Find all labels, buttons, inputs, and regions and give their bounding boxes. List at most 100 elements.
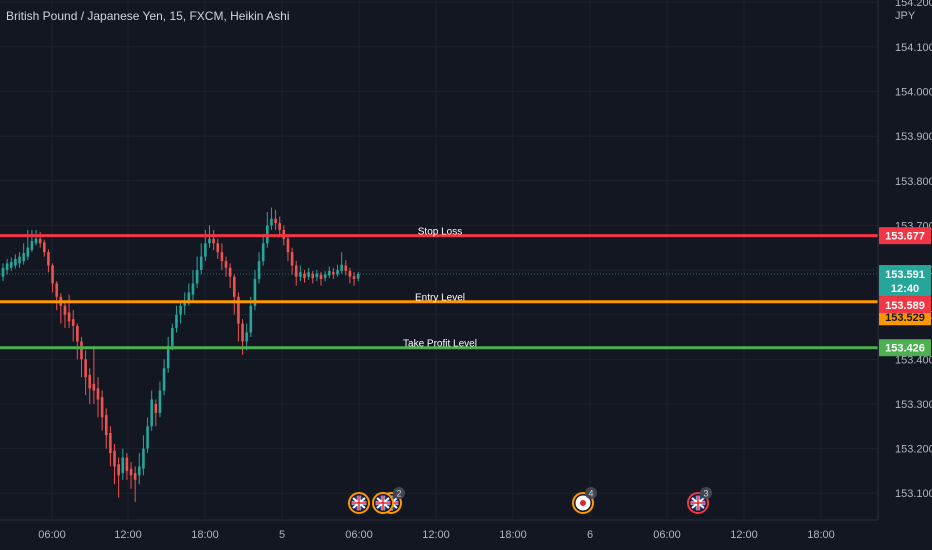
candle-body — [323, 274, 327, 279]
candle-body — [5, 263, 9, 271]
candle-body — [224, 261, 228, 268]
candle-body — [76, 325, 79, 342]
candle-body — [191, 283, 195, 295]
candle-body — [67, 312, 71, 322]
candle-body — [249, 305, 253, 333]
price-tick-label: 154.200 — [895, 0, 932, 9]
countdown-label: 12:40 — [891, 283, 919, 295]
secondary-price-tag-label: 153.589 — [885, 300, 925, 312]
uk-flag-icon[interactable] — [372, 492, 394, 514]
event-count-label: 4 — [588, 489, 593, 499]
candle-body — [88, 374, 92, 389]
time-tick-label: 18:00 — [191, 529, 219, 541]
candle-body — [261, 243, 265, 262]
time-axis[interactable] — [0, 520, 932, 550]
candle-body — [51, 265, 54, 284]
alert-dot — [580, 500, 586, 506]
candle-body — [113, 450, 116, 467]
candle-body — [315, 273, 319, 278]
candle-body — [71, 319, 75, 326]
time-tick-label: 12:00 — [730, 529, 758, 541]
candle-body — [294, 265, 298, 277]
event-count-badge — [585, 487, 597, 499]
price-axis[interactable] — [878, 0, 932, 520]
candle-body — [26, 247, 30, 257]
price-tick-label: 154.000 — [895, 87, 932, 99]
price-tick-label: 153.100 — [895, 488, 932, 500]
level-label: Stop Loss — [418, 227, 462, 238]
candle-body — [319, 274, 323, 279]
candle-body — [133, 473, 137, 480]
price-tick-label: 154.100 — [895, 42, 932, 54]
candle-body — [237, 296, 240, 324]
candle-body — [340, 264, 343, 271]
candle-body — [245, 332, 248, 342]
candle-body — [47, 252, 50, 266]
candle-body — [43, 242, 46, 253]
candle-body — [166, 345, 170, 369]
candle-body — [208, 238, 211, 244]
last-price-tag-label: 153.591 — [885, 269, 925, 281]
candle-body — [175, 314, 178, 329]
time-tick-label: 6 — [587, 529, 593, 541]
candle-body — [109, 432, 112, 454]
chart-title: British Pound / Japanese Yen, 15, FXCM, … — [6, 9, 290, 23]
candle-body — [257, 261, 261, 279]
candle-body — [121, 457, 125, 474]
uk-flag-icon[interactable] — [348, 492, 370, 514]
candle-body — [220, 252, 224, 262]
price-tick-label: 153.400 — [895, 354, 932, 366]
candle-body — [129, 468, 133, 476]
candle-body — [150, 399, 153, 427]
candle-body — [344, 265, 348, 271]
candle-body — [183, 301, 187, 306]
candle-body — [232, 276, 236, 297]
candle-body — [352, 276, 356, 279]
event-count-badge — [700, 487, 712, 499]
candle-body — [274, 218, 277, 224]
candle-body — [171, 328, 174, 346]
candle-body — [1, 267, 5, 277]
price-tag-bg — [879, 227, 931, 245]
candle-body — [34, 238, 38, 244]
price-tag-label: 153.426 — [885, 343, 925, 355]
candle-body — [307, 272, 310, 277]
candle-body — [253, 278, 257, 306]
price-tick-label: 153.200 — [895, 444, 932, 456]
candle-body — [286, 238, 290, 253]
secondary-price-tag-bg — [879, 296, 931, 314]
price-tags: 153.677 153.529 153.426 153.591 12:40 153.589 — [879, 227, 931, 357]
candle-body — [290, 252, 294, 266]
candle-body — [270, 218, 273, 226]
price-tag-label: 153.529 — [885, 312, 925, 324]
candle-body — [348, 270, 352, 277]
candle-body — [146, 426, 149, 449]
candle-body — [55, 283, 58, 297]
candle-body — [22, 253, 25, 262]
price-tick-label: 153.300 — [895, 399, 932, 411]
candle-body — [14, 258, 17, 266]
candle-body — [18, 256, 21, 264]
price-tag-bg — [879, 339, 931, 357]
event-markers[interactable]: 2 4 3 — [348, 487, 712, 514]
event-count-badge — [393, 487, 405, 499]
level-label: Take Profit Level — [403, 339, 477, 350]
time-tick-label: 18:00 — [807, 529, 835, 541]
event-count-label: 3 — [703, 489, 708, 499]
candle-body — [100, 397, 104, 418]
candle-body — [311, 273, 315, 279]
candle-body — [212, 238, 215, 244]
time-tick-label: 06:00 — [653, 529, 681, 541]
candle-body — [228, 267, 232, 277]
time-tick-label: 12:00 — [114, 529, 142, 541]
time-tick-label: 06:00 — [345, 529, 373, 541]
candle-body — [63, 305, 67, 315]
candle-body — [216, 243, 220, 253]
candle-body — [195, 270, 199, 284]
time-tick-label: 18:00 — [499, 529, 527, 541]
candle-body — [142, 448, 145, 469]
time-tick-label: 5 — [279, 529, 285, 541]
currency-label: JPY — [892, 10, 919, 22]
candle-body — [327, 270, 331, 276]
